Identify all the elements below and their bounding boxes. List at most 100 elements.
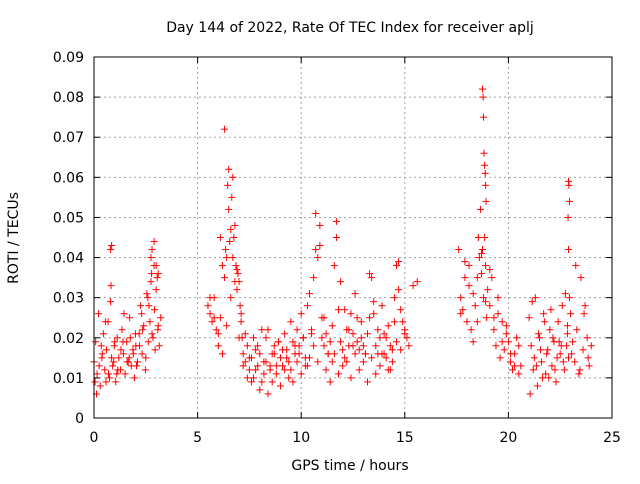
data-point [115, 354, 123, 362]
data-point [349, 342, 357, 350]
data-point [92, 338, 100, 346]
data-point [474, 234, 482, 241]
data-point [326, 338, 334, 346]
data-point [513, 334, 521, 342]
data-point [113, 370, 121, 378]
data-point [250, 374, 258, 382]
data-point [390, 294, 398, 302]
data-point [330, 262, 338, 270]
data-point [234, 270, 242, 278]
data-point [370, 298, 378, 306]
data-point [125, 354, 133, 362]
data-point [137, 302, 145, 310]
data-point [235, 334, 243, 342]
data-point [496, 354, 504, 362]
data-point [575, 370, 583, 378]
y-tick-label: 0.04 [53, 251, 84, 267]
data-point [95, 310, 103, 318]
x-tick-label: 15 [396, 430, 414, 446]
data-point [99, 330, 107, 338]
data-point [386, 342, 394, 350]
data-point [250, 334, 258, 342]
data-point [258, 378, 266, 386]
plot-frame [93, 56, 613, 419]
data-point [117, 346, 125, 354]
data-point [233, 286, 241, 294]
data-point [303, 362, 311, 370]
data-point [343, 358, 351, 366]
data-point [345, 326, 353, 334]
data-point [223, 322, 231, 330]
data-point [393, 338, 401, 346]
data-point [403, 334, 411, 342]
data-point [585, 362, 593, 370]
data-point [131, 330, 139, 338]
data-point [577, 274, 585, 282]
data-point [567, 310, 575, 318]
data-point [541, 318, 549, 326]
data-point [285, 374, 293, 382]
data-point [136, 342, 144, 350]
data-point [564, 246, 572, 254]
y-tick-label: 0 [75, 411, 84, 427]
data-point [108, 242, 116, 250]
data-point [384, 366, 392, 374]
data-point [494, 294, 502, 302]
data-point [130, 374, 138, 382]
data-point [482, 262, 490, 270]
data-point [285, 358, 293, 366]
data-point [143, 290, 151, 298]
data-point [587, 342, 595, 350]
data-point [142, 354, 150, 362]
data-point [293, 358, 301, 366]
data-point [364, 378, 372, 386]
data-point [378, 350, 386, 358]
data-point [506, 350, 514, 358]
data-point [382, 334, 390, 342]
y-tick-label: 0.09 [53, 50, 84, 66]
data-point [324, 350, 332, 358]
data-point [544, 346, 552, 354]
data-point [395, 286, 403, 294]
data-point [461, 258, 469, 266]
data-point [126, 314, 134, 322]
data-point [247, 378, 255, 386]
axis-ticks: 0 0.01 0.02 0.03 0.04 0.05 0.06 0.07 0.08 0.09 0 5 1… [53, 50, 621, 446]
data-point [229, 173, 237, 181]
data-point [560, 366, 568, 374]
data-point [498, 318, 506, 326]
data-point [147, 254, 155, 262]
data-point [101, 366, 109, 374]
data-point [368, 274, 376, 282]
data-point [566, 197, 574, 205]
data-point [364, 330, 372, 338]
data-point [120, 310, 128, 318]
data-point [564, 354, 572, 362]
data-point [152, 262, 160, 270]
data-point [482, 197, 490, 205]
data-point [376, 362, 384, 370]
data-point [243, 374, 251, 382]
data-point [341, 354, 349, 362]
data-point [554, 318, 562, 326]
data-point [548, 362, 556, 370]
data-point [308, 330, 316, 338]
data-point [262, 358, 270, 366]
data-point [226, 238, 234, 246]
data-point [212, 326, 220, 334]
data-point [563, 322, 571, 330]
data-point [476, 205, 484, 213]
data-point [297, 370, 305, 378]
data-point [230, 234, 238, 241]
data-point [243, 342, 251, 350]
data-point [339, 362, 347, 370]
data-point [119, 350, 127, 358]
data-point [347, 310, 355, 318]
data-point [471, 302, 479, 310]
data-point [488, 274, 496, 282]
data-point [239, 362, 247, 370]
data-point [328, 358, 336, 366]
data-point [318, 334, 326, 342]
data-point [393, 262, 401, 270]
data-point [463, 318, 471, 326]
